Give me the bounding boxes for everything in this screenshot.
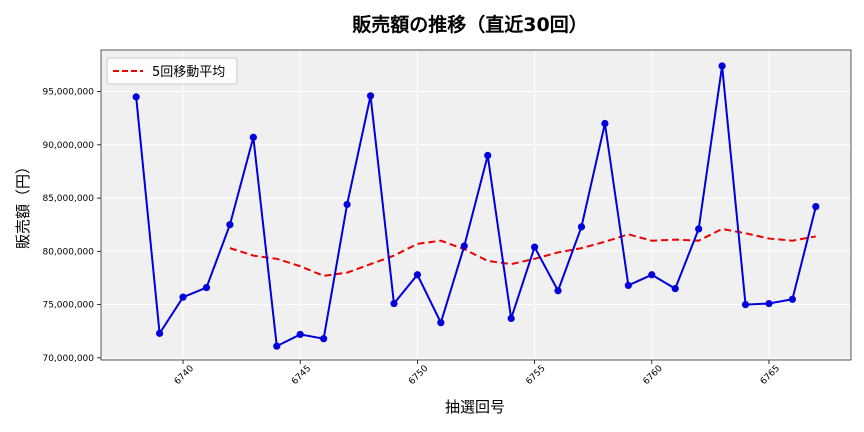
sales-point [437, 319, 445, 327]
plot-frame [100, 49, 852, 361]
sales-point [695, 225, 703, 233]
sales-point [812, 203, 820, 211]
sales-series [132, 62, 820, 350]
sales-point [366, 92, 375, 100]
y-tick-label: 85,000,000 [42, 194, 94, 204]
x-axis-ticks: 6740 6745 6750 6755 6760 6765 [173, 360, 782, 387]
sales-point [273, 342, 281, 350]
x-tick-label: 6760 [642, 364, 665, 387]
sales-point [671, 285, 679, 293]
y-tick-label: 90,000,000 [42, 141, 94, 151]
sales-point [132, 93, 140, 101]
sales-point [460, 242, 468, 250]
sales-point [390, 299, 398, 308]
moving-average-line [229, 227, 817, 277]
sales-point [624, 281, 632, 290]
sales-point [296, 330, 304, 339]
sales-line [135, 65, 817, 348]
sales-point [718, 62, 726, 70]
x-tick-label: 6745 [290, 364, 313, 387]
x-tick-label: 6750 [407, 364, 430, 387]
sales-point [577, 223, 586, 231]
sales-point [648, 271, 656, 279]
sales-point [202, 283, 211, 292]
y-axis-label: 販売額（円） [14, 159, 32, 249]
y-axis-ticks: 70,000,000 75,000,000 80,000,000 85,000,000… [42, 88, 101, 364]
sales-point [741, 301, 750, 309]
y-tick-label: 95,000,000 [42, 88, 94, 98]
sales-point [249, 133, 257, 141]
x-tick-label: 6740 [173, 364, 196, 387]
y-tick-label: 70,000,000 [42, 354, 94, 364]
sales-point [179, 293, 187, 301]
sales-point [320, 335, 328, 343]
chart-title: 販売額の推移（直近30回） [352, 13, 587, 36]
sales-point [226, 221, 234, 229]
x-axis-label: 抽選回号 [445, 398, 505, 416]
sales-point [507, 314, 515, 323]
grid-lines [101, 50, 851, 360]
sales-point [765, 299, 773, 308]
sales-point [554, 287, 562, 295]
sales-point [530, 243, 539, 251]
axes [100, 49, 852, 361]
legend-ma-label: 5回移動平均 [152, 65, 225, 80]
x-tick-label: 6765 [759, 364, 782, 387]
x-tick-label: 6755 [524, 364, 547, 387]
sales-point [155, 329, 164, 337]
legend: 5回移動平均 [106, 57, 238, 85]
sales-point [601, 119, 609, 128]
y-tick-label: 80,000,000 [42, 247, 94, 257]
y-tick-label: 75,000,000 [42, 301, 94, 311]
sales-point [343, 200, 351, 209]
sales-point [788, 295, 797, 303]
plot-area [101, 50, 851, 360]
sales-point [413, 271, 422, 279]
moving-average-series [229, 227, 817, 277]
legend-box [106, 57, 238, 85]
sales-point [484, 151, 492, 160]
